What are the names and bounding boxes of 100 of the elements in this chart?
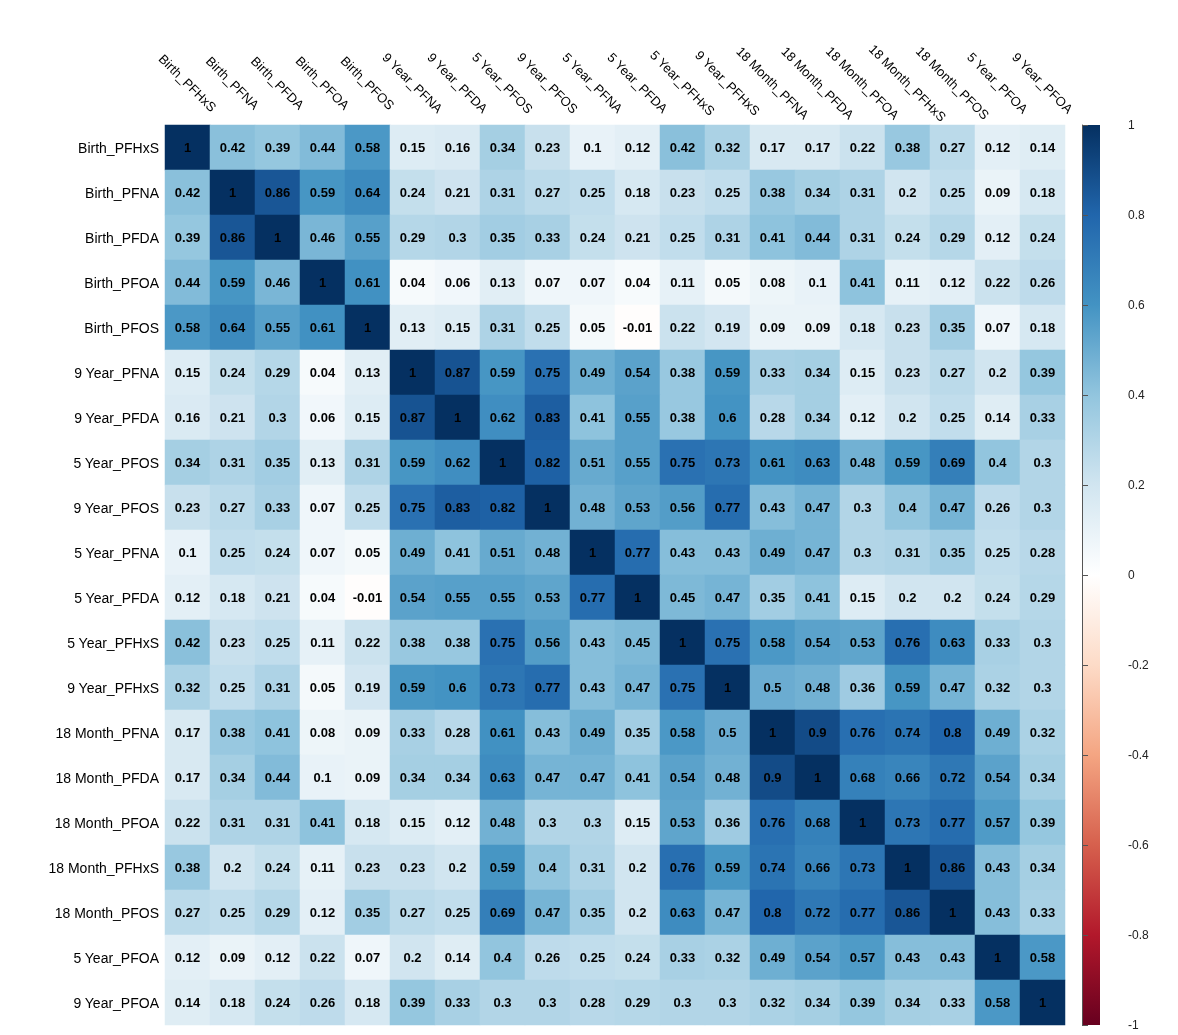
data-label: 1: [948, 905, 957, 920]
data-label: 0.3: [1033, 635, 1052, 650]
data-label: 0.21: [219, 410, 246, 425]
data-label: 0.25: [354, 500, 381, 515]
data-label: 0.59: [894, 680, 921, 695]
data-label: 0.36: [849, 680, 876, 695]
data-label: 0.55: [354, 230, 381, 245]
data-label: 0.23: [534, 140, 561, 155]
data-label: 0.07: [984, 320, 1011, 335]
data-label: 0.35: [354, 905, 381, 920]
data-label: 0.69: [489, 905, 516, 920]
data-label: 0.56: [534, 635, 561, 650]
data-label: 0.31: [714, 230, 741, 245]
data-label: 0.38: [894, 140, 921, 155]
data-label: 0.5: [763, 680, 782, 695]
data-label: 0.32: [1029, 725, 1056, 740]
data-label: 0.33: [264, 500, 291, 515]
data-label: 0.34: [804, 365, 831, 380]
data-label: 0.34: [489, 140, 516, 155]
data-label: 0.8: [763, 905, 782, 920]
data-label: 1: [993, 950, 1002, 965]
data-label: 0.2: [898, 185, 917, 200]
data-label: 0.63: [939, 635, 966, 650]
data-label: 0.87: [399, 410, 426, 425]
data-label: 0.49: [579, 725, 606, 740]
data-label: 0.75: [534, 365, 561, 380]
data-label: 0.14: [984, 410, 1011, 425]
y-tick-label: 5 Year_PFOS: [73, 454, 159, 471]
data-label: 0.28: [579, 995, 606, 1010]
y-tick-label: 18 Month_PFOS: [54, 904, 159, 921]
data-label: 0.28: [759, 410, 786, 425]
data-label: 0.16: [174, 410, 201, 425]
data-label: 0.17: [174, 725, 201, 740]
data-label: 0.3: [538, 815, 557, 830]
data-label: 0.47: [804, 500, 831, 515]
data-label: 0.1: [583, 140, 602, 155]
data-label: 0.17: [804, 140, 831, 155]
y-tick-label: 18 Month_PFOA: [54, 814, 160, 831]
data-label: 0.35: [759, 590, 786, 605]
data-label: 0.32: [984, 680, 1011, 695]
data-label: 0.77: [714, 500, 741, 515]
data-label: 0.43: [939, 950, 966, 965]
data-label: 0.48: [849, 455, 876, 470]
data-label: 0.18: [849, 320, 876, 335]
data-label: 0.39: [1029, 815, 1056, 830]
data-label: 0.25: [939, 410, 966, 425]
data-label: 0.33: [1029, 905, 1056, 920]
data-label: 0.07: [309, 545, 336, 560]
data-label: 0.48: [579, 500, 606, 515]
data-label: 0.38: [399, 635, 426, 650]
data-label: 0.66: [894, 770, 921, 785]
data-label: 0.83: [534, 410, 561, 425]
data-label: 0.15: [444, 320, 471, 335]
data-label: 0.3: [853, 545, 872, 560]
data-label: 0.47: [804, 545, 831, 560]
data-label: 0.86: [264, 185, 291, 200]
data-label: 0.26: [1029, 275, 1056, 290]
data-label: 0.31: [219, 815, 246, 830]
data-label: 0.49: [579, 365, 606, 380]
data-label: 0.3: [1033, 680, 1052, 695]
data-label: 0.08: [759, 275, 786, 290]
data-label: 0.43: [984, 905, 1011, 920]
data-label: 0.21: [444, 185, 471, 200]
data-label: 0.39: [264, 140, 291, 155]
data-label: 0.34: [174, 455, 201, 470]
y-tick-label: Birth_PFNA: [85, 184, 160, 201]
data-label: 0.25: [219, 545, 246, 560]
data-label: 0.4: [493, 950, 513, 965]
data-label: 0.72: [804, 905, 831, 920]
data-label: 0.35: [939, 320, 966, 335]
data-label: 0.18: [624, 185, 651, 200]
data-label: 0.61: [759, 455, 786, 470]
data-label: 0.22: [849, 140, 876, 155]
data-label: 0.33: [939, 995, 966, 1010]
data-label: 0.32: [714, 950, 741, 965]
data-label: 0.47: [939, 500, 966, 515]
data-label: 0.13: [309, 455, 336, 470]
color-bar-label: -1: [1128, 1018, 1139, 1032]
data-label: 1: [228, 185, 237, 200]
data-label: 0.34: [1029, 770, 1056, 785]
data-label: 0.38: [444, 635, 471, 650]
y-tick-label: 18 Month_PFDA: [55, 769, 160, 786]
data-label: 0.19: [354, 680, 381, 695]
data-label: 0.05: [579, 320, 606, 335]
data-label: 0.75: [489, 635, 516, 650]
data-label: 0.22: [309, 950, 336, 965]
data-label: 0.74: [894, 725, 921, 740]
data-label: 0.59: [714, 860, 741, 875]
y-tick-label: 5 Year_PFDA: [74, 589, 160, 606]
data-label: 1: [183, 140, 192, 155]
data-label: 0.1: [178, 545, 197, 560]
data-label: 0.43: [669, 545, 696, 560]
data-label: 0.42: [669, 140, 696, 155]
data-label: 0.74: [759, 860, 786, 875]
data-label: 0.3: [718, 995, 737, 1010]
data-label: 0.41: [264, 725, 291, 740]
data-label: 0.45: [669, 590, 696, 605]
data-label: 0.17: [759, 140, 786, 155]
data-label: 0.86: [219, 230, 246, 245]
data-label: 0.47: [714, 905, 741, 920]
